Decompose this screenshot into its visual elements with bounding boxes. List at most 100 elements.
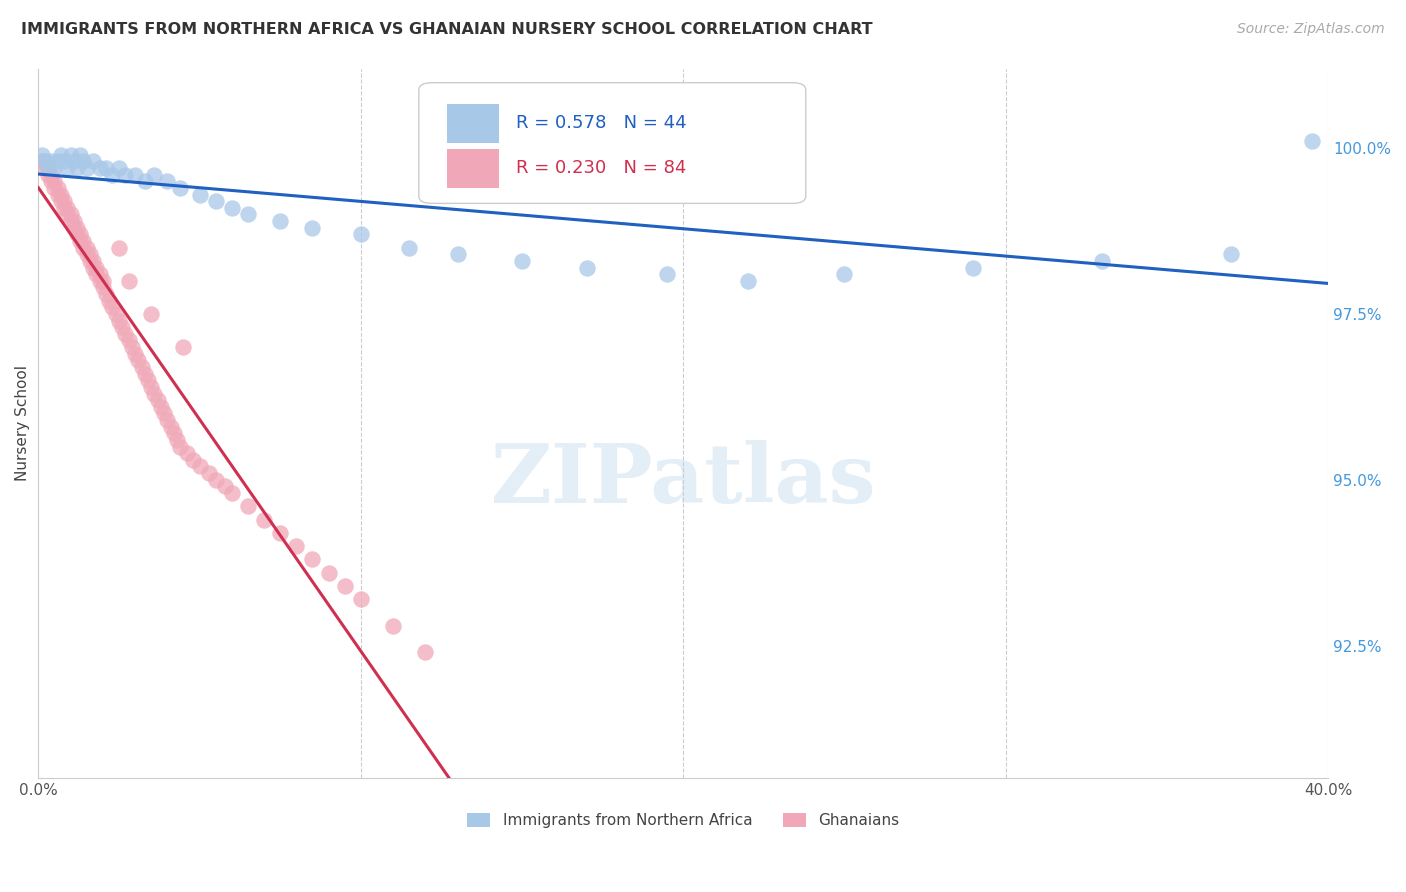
Point [108, 313, 131, 327]
Point [398, 241, 420, 255]
Point [46, 187, 69, 202]
Point [156, 413, 179, 427]
Point [1301, 135, 1323, 149]
Point [413, 645, 436, 659]
Point [121, 340, 143, 354]
Point [318, 566, 340, 580]
Point [834, 267, 856, 281]
Point [655, 267, 678, 281]
Point [172, 340, 194, 354]
Point [56, 161, 79, 175]
Point [221, 486, 243, 500]
Point [134, 174, 156, 188]
Point [204, 473, 226, 487]
Point [301, 220, 323, 235]
Point [53, 154, 76, 169]
Point [56, 201, 79, 215]
Point [214, 479, 236, 493]
Point [143, 168, 166, 182]
Point [114, 326, 136, 341]
Point [101, 301, 124, 315]
Point [49, 147, 72, 161]
Point [301, 552, 323, 566]
Point [124, 347, 146, 361]
Point [143, 386, 166, 401]
Point [156, 174, 179, 188]
Point [101, 168, 124, 182]
Point [86, 260, 108, 275]
FancyBboxPatch shape [419, 83, 806, 203]
Point [39, 174, 62, 188]
Point [44, 181, 66, 195]
Point [141, 380, 163, 394]
Point [236, 500, 259, 514]
Point [66, 161, 89, 175]
Point [124, 168, 146, 182]
Point [253, 512, 276, 526]
Point [141, 307, 163, 321]
Point [134, 367, 156, 381]
Point [76, 241, 98, 255]
Point [94, 287, 117, 301]
Y-axis label: Nursery School: Nursery School [15, 366, 30, 482]
Point [72, 241, 94, 255]
Point [34, 154, 56, 169]
Point [89, 267, 111, 281]
Point [127, 353, 149, 368]
Point [49, 194, 72, 209]
Point [176, 446, 198, 460]
Point [66, 220, 89, 235]
Point [86, 267, 108, 281]
Text: Source: ZipAtlas.com: Source: ZipAtlas.com [1237, 22, 1385, 37]
Point [37, 161, 59, 175]
Point [46, 181, 69, 195]
Point [111, 320, 134, 334]
Point [131, 359, 153, 374]
Point [66, 227, 89, 242]
Point [117, 334, 139, 348]
Point [737, 274, 759, 288]
Point [221, 201, 243, 215]
Legend: Immigrants from Northern Africa, Ghanaians: Immigrants from Northern Africa, Ghanaia… [461, 807, 905, 834]
Point [269, 214, 291, 228]
Point [146, 393, 169, 408]
Point [69, 147, 91, 161]
Point [350, 227, 373, 242]
Point [108, 161, 131, 175]
Point [236, 207, 259, 221]
Point [44, 161, 66, 175]
Point [89, 161, 111, 175]
Point [333, 579, 356, 593]
Point [169, 181, 191, 195]
Point [59, 214, 82, 228]
Point [82, 154, 104, 169]
Point [350, 592, 373, 607]
Point [89, 274, 111, 288]
Point [59, 147, 82, 161]
Point [82, 253, 104, 268]
Point [39, 154, 62, 169]
Point [1220, 247, 1243, 261]
Point [159, 419, 181, 434]
Point [1091, 253, 1114, 268]
Point [82, 260, 104, 275]
Point [56, 207, 79, 221]
Point [31, 154, 53, 169]
Point [34, 154, 56, 169]
Point [104, 307, 127, 321]
Point [79, 253, 101, 268]
Point [149, 400, 172, 414]
Point [62, 154, 84, 169]
Point [285, 539, 308, 553]
Point [44, 174, 66, 188]
Point [72, 154, 94, 169]
Point [98, 293, 121, 308]
Point [49, 187, 72, 202]
Point [575, 260, 598, 275]
Point [510, 253, 533, 268]
Point [153, 406, 176, 420]
Point [53, 201, 76, 215]
Point [69, 234, 91, 248]
Point [446, 247, 468, 261]
Point [62, 220, 84, 235]
